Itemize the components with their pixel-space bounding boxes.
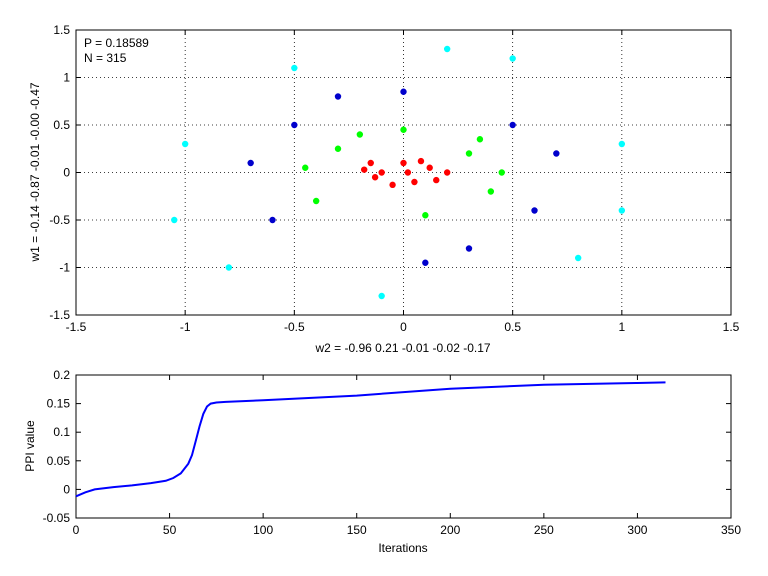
scatter-xlabel: w2 = -0.96 0.21 -0.01 -0.02 -0.17	[314, 341, 490, 355]
scatter-point	[476, 136, 484, 143]
line-ticks: 0 50 100 150 200 250 300 350-0.0500.050.10.150.…	[43, 368, 742, 537]
scatter-ylabel: w1 = -0.14 -0.87 -0.01 -0.00 -0.47	[28, 82, 42, 262]
scatter-point	[400, 88, 407, 95]
scatter-point	[312, 197, 320, 205]
scatter-axes-box	[75, 29, 732, 316]
scatter-point	[247, 159, 254, 167]
scatter-point	[509, 55, 516, 62]
scatter-point	[411, 178, 418, 186]
line-ytick-label: -0.05	[43, 511, 71, 525]
scatter-point	[371, 174, 379, 181]
scatter-point	[443, 45, 451, 53]
scatter-point	[426, 164, 433, 171]
scatter-xtick-label: -1.5	[66, 320, 87, 334]
scatter-xtick-label: -1	[180, 320, 191, 334]
line-ytick-label: 0.05	[47, 454, 71, 468]
scatter-point	[389, 181, 396, 189]
scatter-point	[400, 126, 407, 133]
scatter-point	[291, 64, 298, 72]
scatter-point	[361, 166, 368, 173]
line-xtick-label: 150	[347, 523, 367, 537]
line-plot: 0 50 100 150 200 250 300 350-0.0500.050.10.150.…	[23, 368, 741, 555]
scatter-point	[553, 150, 560, 157]
scatter-point	[404, 169, 412, 176]
scatter-ytick-label: -1.5	[49, 308, 70, 322]
scatter-point	[509, 121, 516, 129]
scatter-point	[465, 245, 473, 252]
scatter-ytick-label: -1	[59, 261, 70, 275]
scatter-point	[269, 216, 276, 224]
scatter-point	[378, 169, 385, 176]
line-xtick-label: 0	[73, 523, 80, 537]
scatter-xtick-label: 1	[618, 320, 625, 334]
scatter-xtick-label: 0	[400, 320, 407, 334]
annotation-p: P = 0.18589	[84, 36, 149, 50]
scatter-points	[171, 45, 626, 300]
scatter-point	[417, 157, 425, 165]
line-ylabel: PPI value	[23, 420, 37, 472]
scatter-point	[422, 212, 429, 219]
scatter-point	[443, 169, 451, 176]
scatter-point	[181, 140, 189, 148]
line-xtick-label: 350	[721, 523, 741, 537]
scatter-point	[378, 292, 385, 300]
scatter-point	[334, 145, 342, 152]
scatter-point	[618, 140, 626, 148]
scatter-point	[291, 121, 298, 129]
scatter-point	[334, 93, 342, 100]
line-ytick-label: 0	[63, 482, 70, 496]
annotation-n: N = 315	[84, 51, 127, 65]
scatter-ytick-label: 1	[63, 71, 70, 85]
scatter-xtick-label: 0.5	[504, 320, 521, 334]
line-xtick-label: 100	[253, 523, 273, 537]
scatter-point	[465, 150, 473, 157]
scatter-point	[574, 254, 582, 262]
scatter-point	[618, 207, 626, 214]
scatter-point	[367, 159, 374, 167]
scatter-point	[487, 188, 495, 195]
scatter-ticks: -1.5 -1 -0.5 0 0.5 1 1.5 -1.5 -1 -0.5 0 0.5 1 1.5	[49, 23, 739, 334]
scatter-xtick-label: 1.5	[723, 320, 740, 334]
ppi-curve	[75, 381, 666, 498]
line-axes-box	[75, 374, 732, 519]
line-xtick-label: 300	[627, 523, 647, 537]
scatter-plot: -1.5 -1 -0.5 0 0.5 1 1.5 -1.5 -1 -0.5 0 0.5 1 1.5 P =…	[28, 23, 740, 355]
scatter-xtick-label: -0.5	[284, 320, 305, 334]
line-ytick-label: 0.2	[53, 368, 70, 382]
scatter-point	[498, 169, 505, 176]
scatter-point	[422, 259, 429, 266]
scatter-point	[171, 216, 178, 224]
scatter-point	[531, 207, 538, 214]
line-xlabel: Iterations	[378, 541, 427, 555]
line-ytick-label: 0.1	[53, 425, 70, 439]
scatter-ytick-label: -0.5	[49, 213, 70, 227]
line-ytick-label: 0.15	[47, 397, 71, 411]
scatter-point	[433, 176, 440, 184]
scatter-ytick-label: 1.5	[53, 23, 70, 37]
line-xtick-label: 50	[163, 523, 177, 537]
scatter-ytick-label: 0	[63, 166, 70, 180]
scatter-point	[356, 131, 364, 138]
scatter-point	[225, 264, 233, 271]
line-xtick-label: 200	[440, 523, 460, 537]
line-xtick-label: 250	[534, 523, 554, 537]
scatter-ytick-label: 0.5	[53, 118, 70, 132]
scatter-point	[400, 159, 407, 167]
scatter-point	[302, 164, 309, 171]
